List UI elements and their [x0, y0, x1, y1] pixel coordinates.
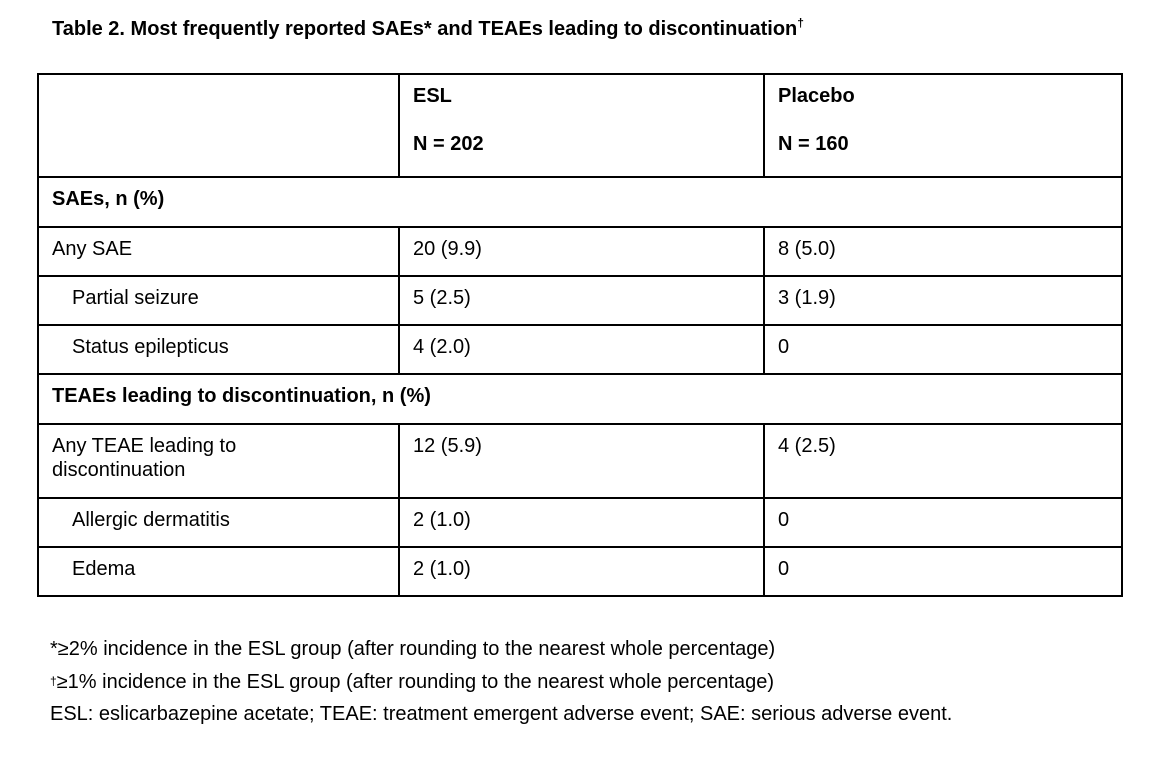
- table-header-row: ESL N = 202 Placebo N = 160: [37, 73, 1123, 178]
- placebo-value-cell: 3 (1.9): [763, 275, 1123, 326]
- table-title-text: Table 2. Most frequently reported SAEs* …: [52, 18, 798, 40]
- footnote-asterisk: *≥2% incidence in the ESL group (after r…: [50, 633, 952, 666]
- table-title: Table 2. Most frequently reported SAEs* …: [52, 16, 804, 41]
- placebo-value-cell: 0: [763, 546, 1123, 597]
- saes-teaes-table: ESL N = 202 Placebo N = 160 SAEs, n (%) …: [37, 73, 1123, 597]
- row-label-cell: Any SAE: [37, 226, 400, 277]
- table-row-edema: Edema 2 (1.0) 0: [37, 546, 1123, 597]
- esl-group-n: N = 202: [413, 133, 484, 155]
- footnote-abbreviations: ESL: eslicarbazepine acetate; TEAE: trea…: [50, 698, 952, 731]
- row-label: Edema: [72, 558, 136, 580]
- table-row-partial-seizure: Partial seizure 5 (2.5) 3 (1.9): [37, 275, 1123, 326]
- row-label: Any TEAE leading to discontinuation: [52, 435, 237, 481]
- esl-value-cell: 12 (5.9): [398, 423, 765, 499]
- placebo-value-cell: 0: [763, 497, 1123, 548]
- section-label-teaes: TEAEs leading to discontinuation, n (%): [37, 373, 1123, 425]
- row-label-cell: Any TEAE leading to discontinuation: [37, 423, 400, 499]
- table-row-any-sae: Any SAE 20 (9.9) 8 (5.0): [37, 226, 1123, 277]
- footnote-text: ≥2% incidence in the ESL group (after ro…: [57, 638, 776, 660]
- footnote-dagger: †≥1% incidence in the ESL group (after r…: [50, 666, 952, 699]
- placebo-value-cell: 4 (2.5): [763, 423, 1123, 499]
- row-label: Status epilepticus: [72, 336, 229, 358]
- row-label-cell: Edema: [37, 546, 400, 597]
- row-label-cell: Allergic dermatitis: [37, 497, 400, 548]
- table-row-status-epilepticus: Status epilepticus 4 (2.0) 0: [37, 324, 1123, 375]
- row-label-cell: Partial seizure: [37, 275, 400, 326]
- placebo-value-cell: 8 (5.0): [763, 226, 1123, 277]
- row-label: Any SAE: [52, 238, 133, 260]
- header-cell-placebo: Placebo N = 160: [763, 73, 1123, 178]
- footnotes: *≥2% incidence in the ESL group (after r…: [50, 633, 952, 731]
- footnote-marker: †: [50, 673, 57, 688]
- section-row-teaes: TEAEs leading to discontinuation, n (%): [37, 373, 1123, 425]
- placebo-group-n: N = 160: [778, 133, 849, 155]
- esl-value-cell: 2 (1.0): [398, 546, 765, 597]
- placebo-group-label: Placebo: [778, 85, 855, 107]
- section-row-saes: SAEs, n (%): [37, 176, 1123, 228]
- footnote-text: ≥1% incidence in the ESL group (after ro…: [56, 670, 775, 693]
- esl-value-cell: 2 (1.0): [398, 497, 765, 548]
- row-label: Allergic dermatitis: [72, 509, 230, 531]
- section-label-saes: SAEs, n (%): [37, 176, 1123, 228]
- esl-value-cell: 5 (2.5): [398, 275, 765, 326]
- esl-value-cell: 20 (9.9): [398, 226, 765, 277]
- row-label-cell: Status epilepticus: [37, 324, 400, 375]
- table-row-any-teae: Any TEAE leading to discontinuation 12 (…: [37, 423, 1123, 499]
- row-label: Partial seizure: [72, 287, 199, 309]
- footnote-text: ESL: eslicarbazepine acetate; TEAE: trea…: [50, 703, 953, 725]
- esl-group-label: ESL: [413, 85, 452, 107]
- header-cell-esl: ESL N = 202: [398, 73, 765, 178]
- esl-value-cell: 4 (2.0): [398, 324, 765, 375]
- table-title-dagger-marker: †: [797, 16, 804, 30]
- table-row-allergic-dermatitis: Allergic dermatitis 2 (1.0) 0: [37, 497, 1123, 548]
- header-cell-empty: [37, 73, 400, 178]
- footnote-marker: *: [50, 638, 58, 660]
- placebo-value-cell: 0: [763, 324, 1123, 375]
